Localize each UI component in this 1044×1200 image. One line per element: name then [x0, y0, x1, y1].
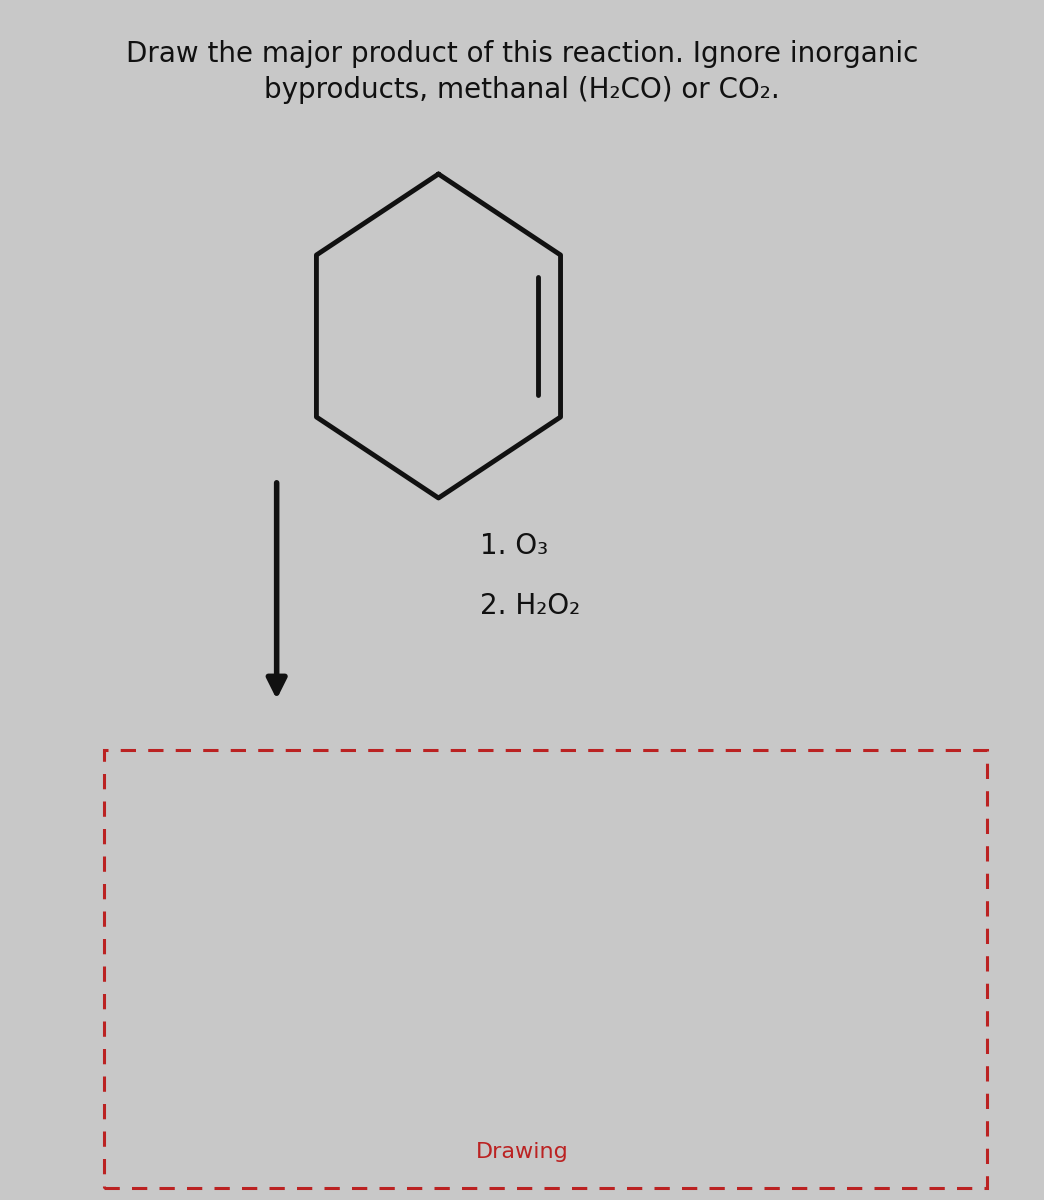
Text: 1. O₃: 1. O₃ [480, 532, 548, 560]
Text: 2. H₂O₂: 2. H₂O₂ [480, 592, 580, 620]
Text: Drawing: Drawing [476, 1142, 568, 1162]
Text: Draw the major product of this reaction. Ignore inorganic: Draw the major product of this reaction.… [126, 40, 918, 68]
Bar [104, 750, 987, 1188]
Text: byproducts, methanal (H₂CO) or CO₂.: byproducts, methanal (H₂CO) or CO₂. [264, 76, 780, 104]
